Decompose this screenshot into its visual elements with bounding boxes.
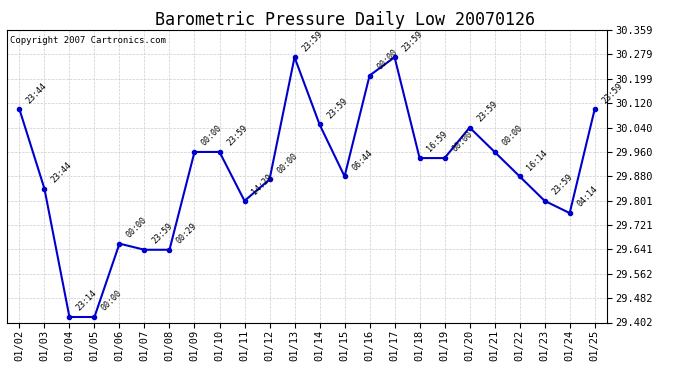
- Text: 23:59: 23:59: [475, 99, 500, 123]
- Text: 23:59: 23:59: [325, 96, 349, 120]
- Text: 23:44: 23:44: [50, 160, 74, 184]
- Text: 23:59: 23:59: [600, 81, 624, 105]
- Text: 00:29: 00:29: [175, 222, 199, 246]
- Text: 00:00: 00:00: [375, 47, 400, 71]
- Text: 23:59: 23:59: [550, 172, 574, 197]
- Text: 23:59: 23:59: [150, 222, 174, 246]
- Text: 23:14: 23:14: [75, 289, 99, 313]
- Text: 04:14: 04:14: [575, 185, 600, 209]
- Text: 16:59: 16:59: [425, 130, 449, 154]
- Text: 23:59: 23:59: [400, 29, 424, 53]
- Text: 00:00: 00:00: [275, 151, 299, 175]
- Text: 23:59: 23:59: [225, 124, 249, 148]
- Text: 23:44: 23:44: [25, 81, 49, 105]
- Text: Barometric Pressure Daily Low 20070126: Barometric Pressure Daily Low 20070126: [155, 11, 535, 29]
- Text: 00:00: 00:00: [200, 124, 224, 148]
- Text: 14:29: 14:29: [250, 172, 274, 197]
- Text: 16:14: 16:14: [525, 148, 549, 172]
- Text: Copyright 2007 Cartronics.com: Copyright 2007 Cartronics.com: [10, 36, 166, 45]
- Text: 00:00: 00:00: [100, 289, 124, 313]
- Text: 23:59: 23:59: [300, 29, 324, 53]
- Text: 00:00: 00:00: [450, 130, 474, 154]
- Text: 06:44: 06:44: [350, 148, 374, 172]
- Text: 00:00: 00:00: [125, 215, 149, 240]
- Text: 00:00: 00:00: [500, 124, 524, 148]
